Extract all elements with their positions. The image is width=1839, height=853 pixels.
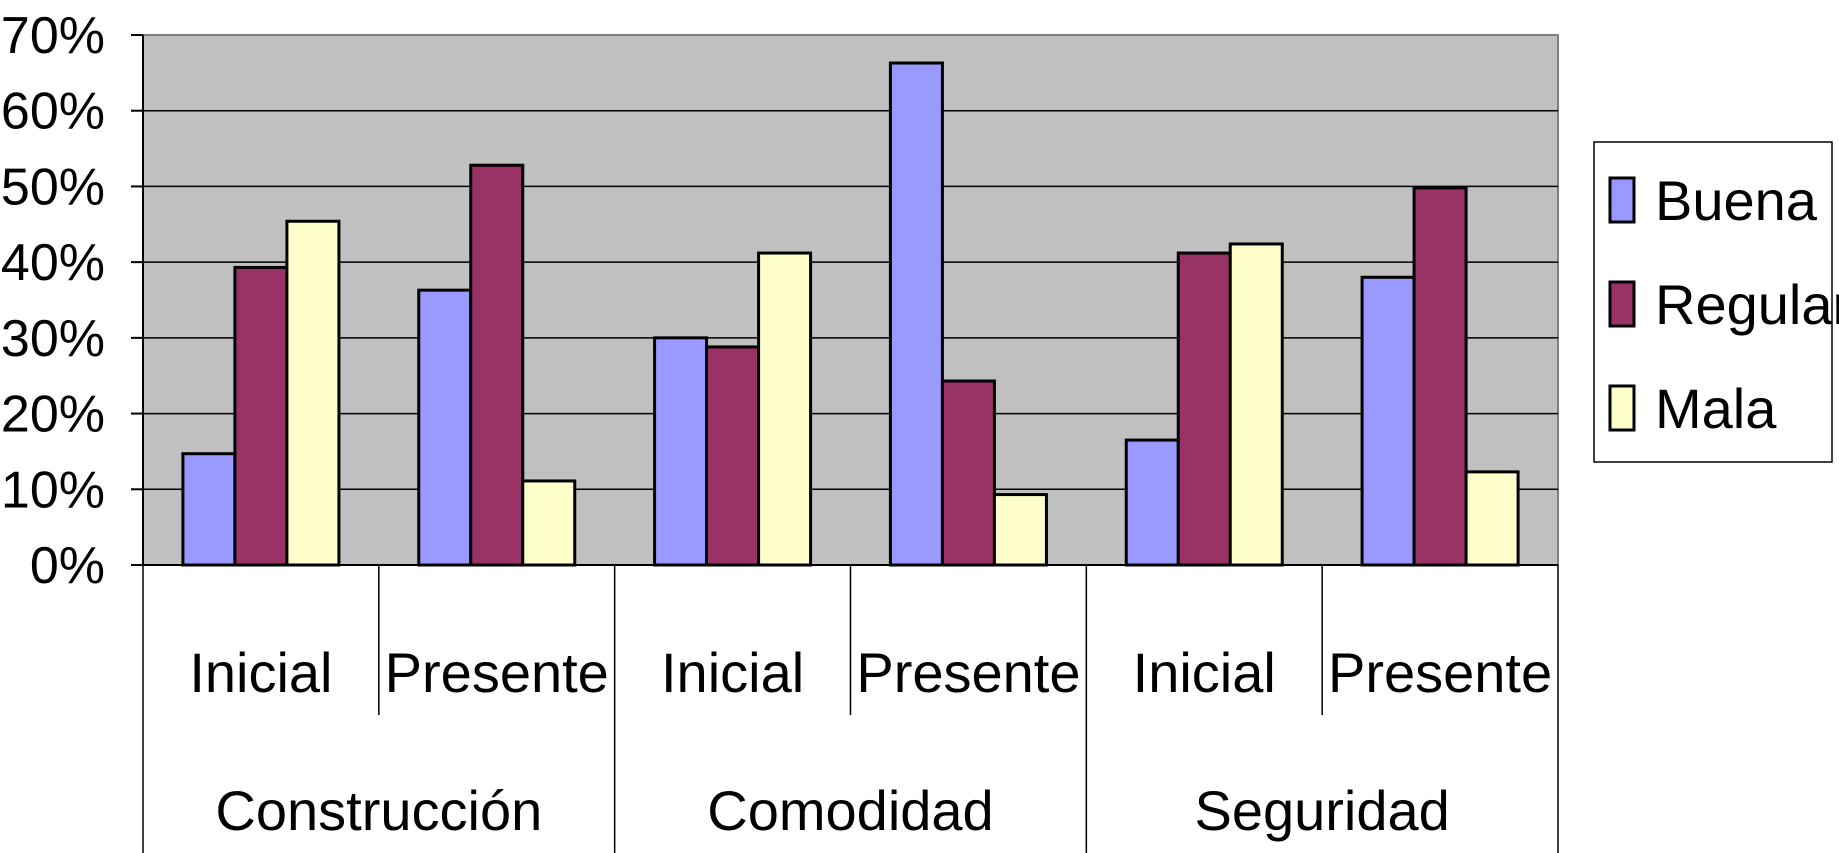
x-tick-label: Presente xyxy=(856,641,1080,704)
y-tick-label: 0% xyxy=(30,537,105,595)
x-tick-label: Presente xyxy=(385,641,609,704)
legend-swatch-buena xyxy=(1608,176,1636,224)
bar-mala xyxy=(757,251,813,567)
legend-label-mala: Mala xyxy=(1655,377,1777,440)
x-tick-label: Inicial xyxy=(189,641,332,704)
bar-regular xyxy=(1176,251,1232,567)
x-axis: Inicial Presente Construcción Inicial Presen… xyxy=(131,564,1559,853)
bars xyxy=(181,61,1520,567)
bar-mala xyxy=(992,493,1048,567)
bar-buena xyxy=(888,61,944,567)
group-label: Construcción xyxy=(215,779,542,842)
y-tick-label: 10% xyxy=(1,461,105,519)
bar-mala xyxy=(1228,242,1284,567)
group-label: Seguridad xyxy=(1195,779,1450,842)
bar-mala xyxy=(285,219,341,567)
y-tick-label: 30% xyxy=(1,310,105,368)
y-tick-label: 20% xyxy=(1,386,105,444)
bar-buena xyxy=(1124,438,1180,567)
bar-buena xyxy=(653,336,709,567)
plot-area xyxy=(142,34,1559,566)
legend-label-buena: Buena xyxy=(1655,169,1818,232)
legend-label-regular: Regular xyxy=(1655,273,1839,336)
bar-regular xyxy=(469,163,525,567)
bar-buena xyxy=(417,288,473,567)
legend-swatch-mala xyxy=(1608,384,1636,432)
legend: Buena Regular Mala xyxy=(1593,141,1839,463)
bar-regular xyxy=(705,345,761,567)
x-tick-label: Inicial xyxy=(1133,641,1276,704)
y-tick-label: 40% xyxy=(1,234,105,292)
bar-buena xyxy=(181,452,237,567)
bar-mala xyxy=(521,479,577,567)
bar-regular xyxy=(233,265,289,567)
legend-swatch-regular xyxy=(1608,280,1636,328)
x-tick-label: Presente xyxy=(1328,641,1552,704)
y-tick-label: 50% xyxy=(1,158,105,216)
group-label: Comodidad xyxy=(707,779,993,842)
bar-regular xyxy=(940,379,996,567)
bar-buena xyxy=(1360,275,1416,567)
y-tick-label: 60% xyxy=(1,83,105,141)
bar-mala xyxy=(1464,470,1520,567)
gridlines xyxy=(143,109,1558,491)
bar-regular xyxy=(1412,186,1468,567)
y-axis: 0% 10% 20% 30% 40% 50% 60% 70% xyxy=(1,7,144,595)
x-tick-label: Inicial xyxy=(661,641,804,704)
y-tick-label: 70% xyxy=(1,7,105,65)
